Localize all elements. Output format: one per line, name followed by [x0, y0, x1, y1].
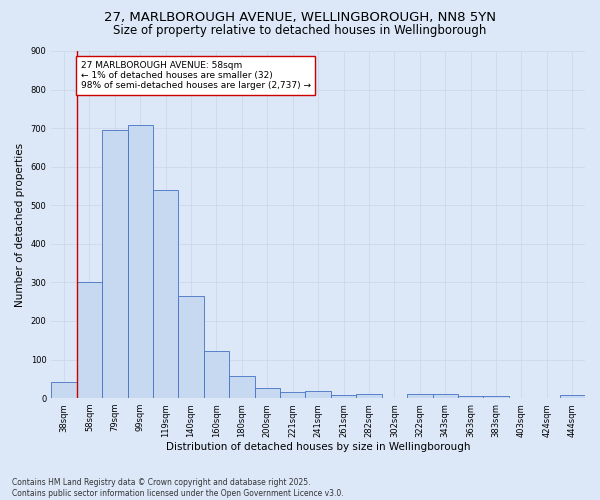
Text: Size of property relative to detached houses in Wellingborough: Size of property relative to detached ho… — [113, 24, 487, 37]
Bar — [153, 190, 178, 398]
Y-axis label: Number of detached properties: Number of detached properties — [15, 142, 25, 306]
Bar — [407, 394, 433, 398]
Bar — [458, 396, 484, 398]
Bar — [178, 296, 204, 398]
Bar — [128, 126, 153, 398]
X-axis label: Distribution of detached houses by size in Wellingborough: Distribution of detached houses by size … — [166, 442, 470, 452]
Bar — [356, 394, 382, 398]
Text: 27 MARLBOROUGH AVENUE: 58sqm
← 1% of detached houses are smaller (32)
98% of sem: 27 MARLBOROUGH AVENUE: 58sqm ← 1% of det… — [80, 60, 311, 90]
Bar — [433, 394, 458, 398]
Bar — [484, 396, 509, 398]
Text: Contains HM Land Registry data © Crown copyright and database right 2025.
Contai: Contains HM Land Registry data © Crown c… — [12, 478, 344, 498]
Bar — [229, 376, 254, 398]
Bar — [331, 395, 356, 398]
Bar — [102, 130, 128, 398]
Bar — [254, 388, 280, 398]
Bar — [305, 391, 331, 398]
Bar — [204, 351, 229, 398]
Bar — [51, 382, 77, 398]
Bar — [77, 282, 102, 398]
Bar — [560, 395, 585, 398]
Text: 27, MARLBOROUGH AVENUE, WELLINGBOROUGH, NN8 5YN: 27, MARLBOROUGH AVENUE, WELLINGBOROUGH, … — [104, 11, 496, 24]
Bar — [280, 392, 305, 398]
